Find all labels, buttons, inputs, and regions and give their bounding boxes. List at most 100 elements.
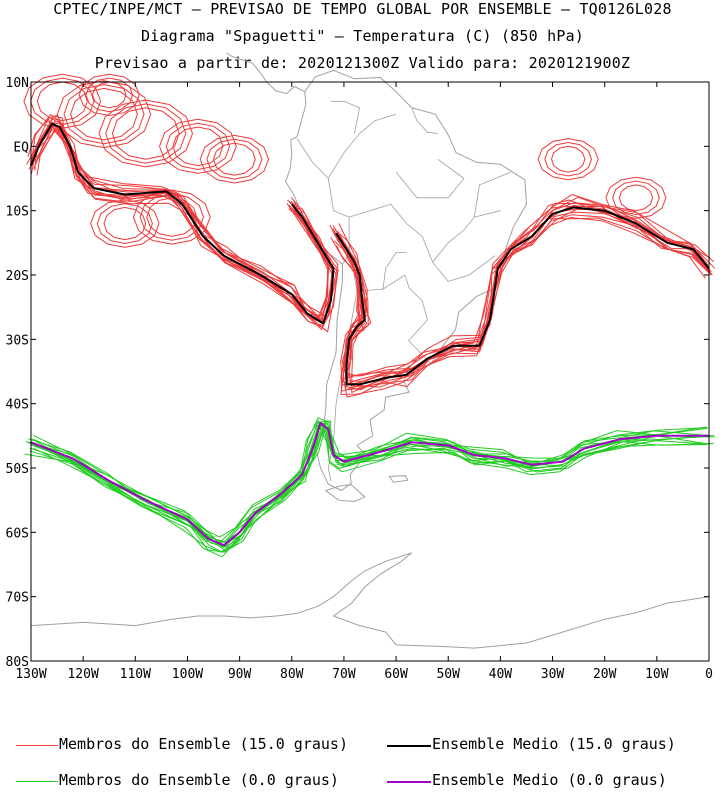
lon-tick-label: 100W <box>172 667 203 682</box>
lon-tick-label: 70W <box>332 667 356 682</box>
mean-15-line <box>335 206 710 386</box>
members-0-contours <box>24 417 715 558</box>
legend-members-15-label: Membros do Ensemble (15.0 graus) <box>59 735 348 753</box>
member-15-blob <box>544 141 593 177</box>
lon-tick-label: 120W <box>67 667 98 682</box>
lon-tick-label: 30W <box>541 667 565 682</box>
member-15-blob <box>537 138 599 181</box>
member-15-blob <box>172 126 224 167</box>
member-0-line <box>33 425 714 553</box>
ensemble-mean-lines <box>30 122 710 547</box>
lat-tick-label: 10N <box>6 76 29 91</box>
country-border <box>382 252 407 290</box>
lat-tick-label: 80S <box>6 655 29 670</box>
central-america-coastline <box>226 52 306 95</box>
country-border <box>327 178 431 364</box>
country-border <box>395 158 465 199</box>
member-15-line <box>36 126 338 333</box>
member-15-line <box>335 196 711 380</box>
member-15-line <box>33 118 334 320</box>
falkland-islands-coastline <box>388 475 409 483</box>
member-0-line <box>29 422 707 543</box>
member-0-line <box>30 427 707 553</box>
lat-tick-label: 30S <box>6 333 29 348</box>
lon-tick-label: 90W <box>228 667 252 682</box>
member-15-line <box>329 199 705 386</box>
lat-tick-label: 70S <box>6 591 29 606</box>
lat-tick-label: EQ <box>13 140 29 155</box>
country-border <box>348 203 433 263</box>
forecast-dates: Previsao a partir de: 2020121300Z Valido… <box>94 54 631 72</box>
lat-tick-label: 50S <box>6 462 29 477</box>
member-15-blob <box>70 87 138 141</box>
member-15-line <box>29 115 334 316</box>
member-15-blob <box>36 81 88 122</box>
member-15-line <box>330 217 706 395</box>
member-15-blob <box>103 206 147 241</box>
member-15-blob <box>96 203 153 245</box>
member-15-line <box>35 123 339 322</box>
legend-mean-15-swatch <box>387 745 431 747</box>
lon-tick-label: 10W <box>645 667 669 682</box>
country-border <box>327 291 358 481</box>
legend-members-15-swatch <box>16 745 58 746</box>
member-15-blob <box>90 199 160 248</box>
country-border <box>432 210 501 282</box>
member-15-blob <box>206 138 263 180</box>
member-15-blob <box>85 77 134 113</box>
lon-tick-label: 20W <box>593 667 617 682</box>
member-15-blob <box>105 103 187 164</box>
member-15-blob <box>139 193 205 241</box>
lat-tick-label: 40S <box>6 398 29 413</box>
lon-tick-label: 0 <box>705 667 713 682</box>
country-border <box>330 100 361 134</box>
country-border <box>473 171 511 218</box>
legend-mean-0-swatch <box>387 781 431 783</box>
lon-tick-label: 130W <box>15 667 46 682</box>
member-15-blob <box>146 197 198 237</box>
member-15-line <box>331 202 708 382</box>
lat-tick-label: 60S <box>6 526 29 541</box>
member-0-line <box>25 422 708 548</box>
lon-tick-label: 60W <box>384 667 408 682</box>
lon-tick-label: 50W <box>436 667 460 682</box>
member-0-line <box>28 417 708 538</box>
lon-tick-label: 110W <box>120 667 151 682</box>
member-15-blob <box>91 81 127 109</box>
legend-mean-15-label: Ensemble Medio (15.0 graus) <box>432 735 676 753</box>
mean-0-line <box>30 422 709 547</box>
member-15-blob <box>158 118 237 174</box>
member-15-blob <box>612 180 660 216</box>
tierra-del-fuego-coastline <box>324 484 366 503</box>
member-15-blob <box>78 73 140 117</box>
legend-members-0-label: Membros do Ensemble (0.0 graus) <box>59 771 339 789</box>
coastlines <box>30 52 710 649</box>
member-15-blob <box>212 142 256 176</box>
member-15-line <box>332 194 709 377</box>
antarctica-coastline <box>30 552 710 649</box>
member-15-blob <box>132 189 211 245</box>
mean-15-line <box>30 122 335 325</box>
member-15-blob <box>165 122 231 171</box>
chart-subtitle: Diagrama "Spaguetti" – Temperatura (C) (… <box>140 27 585 45</box>
lon-tick-label: 80W <box>280 667 304 682</box>
member-15-line <box>31 126 334 329</box>
lon-tick-label: 40W <box>489 667 513 682</box>
member-15-blob <box>550 145 586 173</box>
member-15-blob <box>618 184 654 212</box>
member-15-line <box>30 114 329 318</box>
member-15-blob <box>199 134 270 184</box>
chart-title: CPTEC/INPE/MCT – PREVISAO DE TEMPO GLOBA… <box>53 0 672 18</box>
country-border <box>296 113 397 180</box>
map-frame <box>30 81 710 662</box>
lat-tick-label: 20S <box>6 269 29 284</box>
member-15-blob <box>23 73 102 129</box>
legend-members-0-swatch <box>16 781 58 782</box>
country-border <box>411 107 438 134</box>
member-0-line <box>29 422 708 548</box>
member-15-blob <box>605 176 667 219</box>
member-15-blob <box>111 107 180 160</box>
members-15-contours <box>23 73 716 398</box>
